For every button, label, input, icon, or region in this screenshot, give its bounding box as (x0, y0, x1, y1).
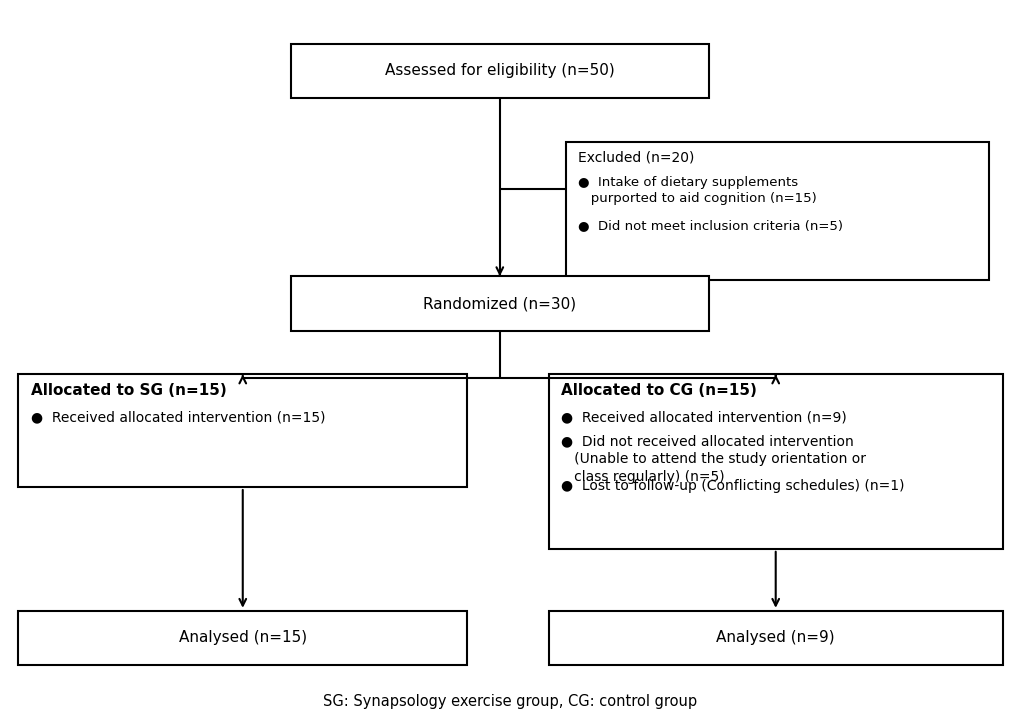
Bar (566, 142, 988, 280)
Text: Assessed for eligibility (n=50): Assessed for eligibility (n=50) (384, 63, 614, 79)
Text: ●  Did not meet inclusion criteria (n=5): ● Did not meet inclusion criteria (n=5) (578, 220, 843, 232)
Text: Randomized (n=30): Randomized (n=30) (423, 296, 576, 311)
Bar (18, 374, 467, 487)
Text: ●  Did not received allocated intervention
   (Unable to attend the study orient: ● Did not received allocated interventio… (560, 434, 865, 483)
Text: Allocated to CG (n=15): Allocated to CG (n=15) (560, 383, 756, 398)
Bar (548, 374, 1002, 549)
Text: Excluded (n=20): Excluded (n=20) (578, 150, 694, 164)
Bar (548, 611, 1002, 665)
Text: ●  Lost to follow-up (Conflicting schedules) (n=1): ● Lost to follow-up (Conflicting schedul… (560, 479, 904, 493)
Text: Allocated to SG (n=15): Allocated to SG (n=15) (31, 383, 226, 398)
Text: ●  Received allocated intervention (n=9): ● Received allocated intervention (n=9) (560, 411, 846, 425)
Text: ●  Intake of dietary supplements
   purported to aid cognition (n=15): ● Intake of dietary supplements purporte… (578, 176, 816, 204)
Bar (290, 44, 708, 98)
Text: Analysed (n=9): Analysed (n=9) (715, 630, 835, 646)
Text: Analysed (n=15): Analysed (n=15) (178, 630, 307, 646)
Text: SG: Synapsology exercise group, CG: control group: SG: Synapsology exercise group, CG: cont… (323, 694, 696, 709)
Bar (290, 276, 708, 331)
Text: ●  Received allocated intervention (n=15): ● Received allocated intervention (n=15) (31, 411, 325, 425)
Bar (18, 611, 467, 665)
